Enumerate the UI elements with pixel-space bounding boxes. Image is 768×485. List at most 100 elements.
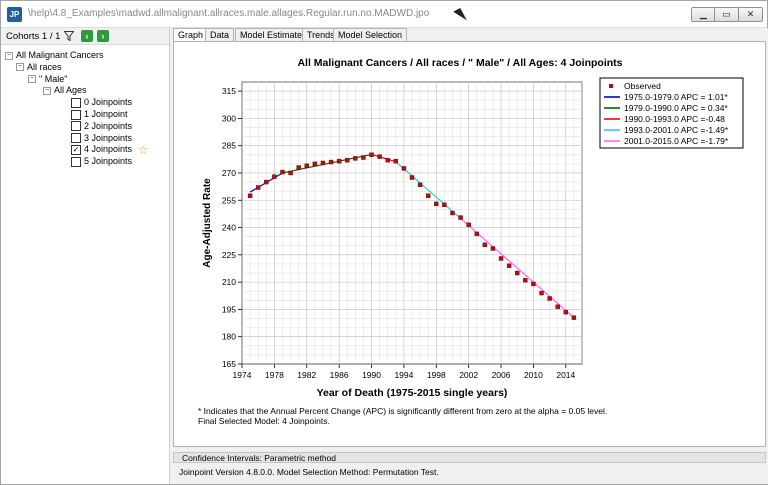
observed-point xyxy=(280,169,285,175)
y-tick-label: 285 xyxy=(222,141,236,151)
main-panel: Graph Data Model Estimates Trends Model Sele… xyxy=(171,28,768,484)
legend-segment-label: 1975.0-1979.0 APC = 1.01* xyxy=(624,92,728,102)
tree-node[interactable]: 1 Joinpoint xyxy=(71,108,128,120)
observed-point xyxy=(312,161,318,167)
tree-node[interactable]: ✓ 4 Joinpoints ☆ xyxy=(71,143,149,158)
y-tick-label: 255 xyxy=(222,195,236,205)
collapse-icon[interactable]: − xyxy=(5,51,13,60)
observed-point xyxy=(377,154,382,159)
x-tick-label: 1974 xyxy=(233,370,252,380)
y-tick-label: 195 xyxy=(222,304,236,314)
observed-point xyxy=(458,215,463,220)
tree-node[interactable]: 5 Joinpoints xyxy=(71,155,132,167)
tree-node[interactable]: − All Ages xyxy=(43,84,87,96)
model-checkbox[interactable] xyxy=(71,109,81,120)
apc-footnote: * Indicates that the Annual Percent Chan… xyxy=(198,406,608,416)
observed-point xyxy=(255,185,261,190)
observed-point xyxy=(506,263,512,268)
observed-point xyxy=(288,170,293,176)
cohort-toolbar: Cohorts 1 / 1 ‹ › xyxy=(1,28,169,45)
y-tick-label: 180 xyxy=(222,332,236,342)
tree-node-label: 0 Joinpoints xyxy=(84,97,133,108)
observed-point xyxy=(539,290,544,296)
model-checkbox[interactable] xyxy=(71,97,81,108)
confidence-intervals-bar: Confidence Intervals: Parametric method xyxy=(173,452,766,463)
tab-model-selection[interactable]: Model Selection xyxy=(333,28,408,41)
observed-point xyxy=(296,165,301,170)
model-checkbox[interactable]: ✓ xyxy=(71,145,81,156)
observed-point xyxy=(336,158,342,164)
y-tick-label: 225 xyxy=(222,250,236,260)
legend-segment-label: 2001.0-2015.0 APC =-1.79* xyxy=(624,136,729,146)
next-cohort-button[interactable]: › xyxy=(97,30,109,42)
collapse-icon[interactable]: − xyxy=(43,87,51,96)
observed-point xyxy=(264,179,269,185)
tree-node-label: 1 Joinpoint xyxy=(84,109,128,119)
observed-point xyxy=(247,193,253,198)
tree-node[interactable]: 2 Joinpoints xyxy=(71,120,132,132)
observed-point xyxy=(474,231,479,237)
tree-node-label: 2 Joinpoints xyxy=(84,120,133,131)
legend-box xyxy=(599,77,744,149)
mouse-cursor-icon xyxy=(453,7,467,25)
y-tick-label: 240 xyxy=(222,223,236,233)
minimize-button[interactable]: ▁ xyxy=(691,7,716,22)
y-tick-label: 210 xyxy=(222,277,236,287)
arrow-left-icon: ‹ xyxy=(85,31,89,41)
tab-graph[interactable]: Graph xyxy=(173,28,209,42)
selected-model-star-icon: ☆ xyxy=(138,143,149,158)
tree-node[interactable]: − " Male" xyxy=(28,73,67,85)
close-button[interactable]: ✕ xyxy=(738,7,763,22)
filter-icon[interactable] xyxy=(64,31,74,41)
graph-panel: All Malignant Cancers / All races / " Ma… xyxy=(173,41,766,447)
collapse-icon[interactable]: − xyxy=(28,75,36,84)
maximize-button[interactable]: ▭ xyxy=(714,7,739,22)
observed-point xyxy=(409,175,415,180)
tree-node[interactable]: 0 Joinpoints xyxy=(71,96,132,108)
observed-point xyxy=(417,182,423,187)
observed-point xyxy=(320,160,326,166)
collapse-icon[interactable]: − xyxy=(16,63,24,72)
observed-point xyxy=(482,242,488,248)
title-bar: JP \help\4.8_Examples\madwd.allmalignant… xyxy=(1,1,767,28)
tab-model-estimates[interactable]: Model Estimates xyxy=(235,28,312,41)
observed-point xyxy=(345,158,350,163)
tree-node[interactable]: − All Malignant Cancers xyxy=(5,49,104,61)
x-axis-label: Year of Death (1975-2015 single years) xyxy=(317,387,508,399)
observed-point xyxy=(385,158,390,163)
maximize-icon: ▭ xyxy=(722,9,731,19)
observed-point xyxy=(571,315,577,320)
trend-segment xyxy=(371,153,396,163)
legend-observed-marker xyxy=(609,84,613,88)
model-checkbox[interactable] xyxy=(71,121,81,132)
observed-point xyxy=(369,152,374,157)
legend-segment-label: 1990.0-1993.0 APC =-0.48 xyxy=(624,114,725,124)
x-tick-label: 1994 xyxy=(394,370,413,380)
observed-point xyxy=(515,270,520,276)
observed-point xyxy=(353,156,358,161)
tab-data[interactable]: Data xyxy=(205,28,235,41)
observed-point xyxy=(555,304,560,309)
x-tick-label: 2010 xyxy=(524,370,543,380)
x-tick-label: 1990 xyxy=(362,370,381,380)
observed-point xyxy=(425,193,431,198)
y-tick-label: 270 xyxy=(222,168,236,178)
observed-point xyxy=(498,256,504,261)
previous-cohort-button[interactable]: ‹ xyxy=(81,30,93,42)
y-tick-label: 315 xyxy=(222,86,236,96)
observed-point xyxy=(272,174,277,179)
minimize-icon: ▁ xyxy=(700,9,707,19)
observed-point xyxy=(450,210,455,216)
model-checkbox[interactable] xyxy=(71,133,81,144)
chart-title: All Malignant Cancers / All races / " Ma… xyxy=(297,57,622,69)
tree-node[interactable]: 3 Joinpoints xyxy=(71,132,132,144)
final-model-footnote: Final Selected Model: 4 Joinpoints. xyxy=(198,416,330,426)
legend-observed-label: Observed xyxy=(624,81,661,91)
model-checkbox[interactable] xyxy=(71,156,81,167)
close-icon: ✕ xyxy=(746,9,755,19)
observed-point xyxy=(490,246,496,251)
tree-node-label: All Malignant Cancers xyxy=(16,50,104,60)
observed-point xyxy=(304,163,309,168)
tree-node[interactable]: − All races xyxy=(16,61,62,73)
